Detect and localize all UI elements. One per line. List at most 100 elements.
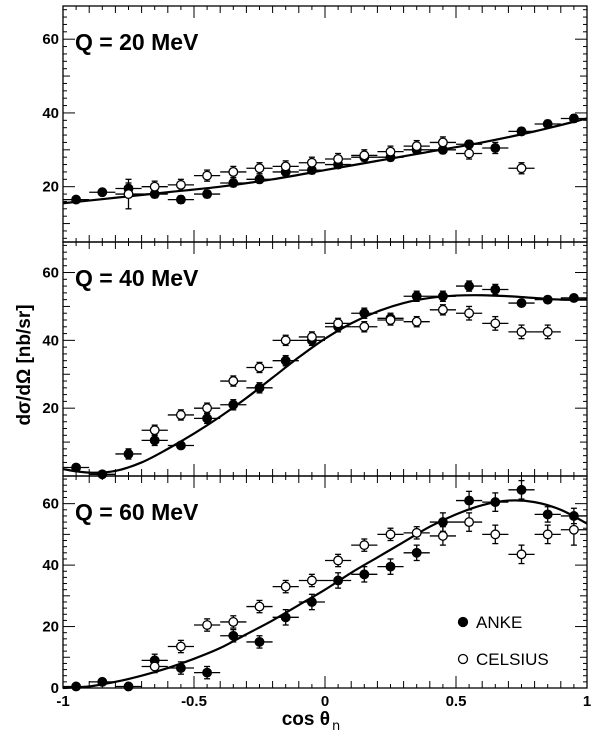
marker-anke [333,575,344,586]
panels: 20 40 60 Q = 20 MeV 20 40 60 Q = 40 MeV 0 20 40 60 Q… [42,5,591,710]
data-point-celsius [456,512,483,532]
data-point-celsius [298,331,325,343]
data-point-anke [194,412,221,425]
data-point-celsius [377,314,404,326]
data-point-celsius [403,526,430,540]
marker-celsius [228,376,239,386]
marker-celsius [516,326,527,337]
data-point-celsius [194,618,221,632]
y-tick-label: 20 [42,179,59,196]
marker-celsius [254,362,265,373]
data-point-anke [482,141,509,155]
marker-celsius [254,163,265,174]
data-point-celsius [220,165,247,179]
marker-celsius [516,549,527,560]
data-point-anke [534,294,561,305]
marker-celsius [306,332,317,342]
data-point-anke [272,609,299,626]
marker-anke [254,636,265,647]
marker-anke [202,189,213,200]
legend-label-celsius: CELSIUS [476,650,549,669]
data-point-celsius [325,553,352,568]
marker-anke [542,119,553,129]
data-point-celsius [141,424,168,436]
data-point-celsius [272,160,299,173]
data-point-anke [508,126,535,137]
x-tick-label: -0.5 [181,693,207,710]
data-point-anke [194,665,221,680]
data-point-celsius [456,305,483,321]
data-point-anke [403,290,430,302]
data-point-anke [167,194,194,205]
data-point-anke [89,187,116,198]
marker-anke [71,462,82,473]
data-point-anke [298,593,325,611]
marker-celsius [437,304,448,315]
data-point-celsius [246,361,273,374]
marker-anke [542,294,553,305]
marker-anke [516,126,527,137]
data-point-celsius [482,524,509,545]
data-point-anke [403,544,430,562]
legend-marker-celsius [457,653,469,665]
marker-anke [254,382,265,393]
marker-anke [254,174,265,185]
data-point-anke [220,628,247,643]
marker-celsius [464,308,475,319]
marker-anke [280,612,291,623]
marker-celsius [411,316,422,327]
panel-label: Q = 20 MeV [75,29,199,55]
marker-celsius [149,661,160,672]
marker-celsius [542,326,553,337]
marker-anke [149,435,160,446]
data-point-anke [560,293,587,303]
marker-celsius [516,163,527,174]
data-point-celsius [377,145,404,158]
data-point-anke [167,440,194,451]
marker-anke [464,495,475,506]
data-point-celsius [534,524,561,545]
marker-celsius [202,620,213,630]
legend-marker-anke [457,616,469,628]
marker-celsius [385,529,396,540]
x-tick-label: 0.5 [446,693,467,710]
data-point-anke [508,479,535,500]
data-point-celsius [141,659,168,674]
marker-celsius [333,555,344,566]
marker-anke [228,178,239,188]
data-point-celsius [351,321,378,333]
data-point-celsius [325,152,352,166]
marker-anke [97,676,108,687]
marker-celsius [411,141,422,152]
marker-anke [359,569,370,580]
data-point-celsius [220,375,247,387]
data-point-anke [220,399,247,411]
marker-anke [123,681,134,692]
marker-anke [568,293,579,303]
fit-curve [62,499,588,690]
data-point-celsius [298,156,325,169]
panel-label: Q = 60 MeV [75,499,199,525]
marker-celsius [385,146,396,157]
marker-celsius [149,181,160,192]
marker-anke [123,449,134,459]
marker-anke [411,291,422,302]
marker-anke [464,281,475,292]
data-point-anke [429,512,456,532]
data-point-celsius [167,409,194,421]
marker-celsius [280,161,291,172]
marker-celsius [464,148,475,159]
fit-curve [62,294,588,474]
data-point-celsius [115,178,142,210]
marker-anke [228,399,239,410]
marker-celsius [306,157,317,168]
data-point-celsius [403,139,430,153]
data-point-celsius [141,180,168,193]
y-tick-label: 20 [42,400,59,417]
marker-celsius [385,315,396,325]
data-point-celsius [534,324,561,340]
marker-celsius [490,529,501,540]
marker-anke [71,194,82,205]
y-tick-label: 40 [42,332,59,349]
